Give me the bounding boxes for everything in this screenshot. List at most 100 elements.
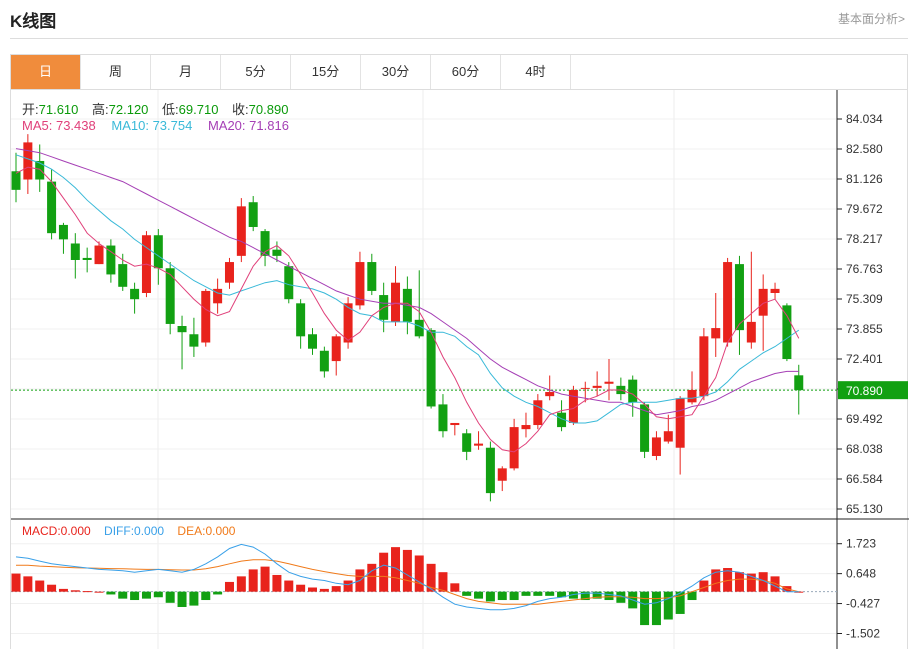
tab-4hour[interactable]: 4时 [501, 55, 571, 89]
candle-body [296, 303, 306, 337]
dea-value: 0.000 [205, 524, 236, 538]
candle-body [260, 231, 270, 256]
candle-body [343, 303, 353, 343]
macd-bar [497, 591, 507, 601]
candle-body [568, 389, 578, 423]
candle-body [723, 262, 733, 343]
tab-5min[interactable]: 5分 [221, 55, 291, 89]
open-label: 开: [22, 102, 39, 117]
candle-body [462, 433, 472, 452]
candle-body [331, 336, 341, 362]
macd-bar [699, 580, 709, 592]
candle-body [746, 321, 756, 343]
candle-body [367, 262, 377, 291]
macd-bar [711, 569, 721, 592]
macd-bar [153, 591, 163, 598]
macd-value: 0.000 [60, 524, 91, 538]
macd-bar [141, 591, 151, 599]
tab-month[interactable]: 月 [151, 55, 221, 89]
y-tick-label: 65.130 [846, 502, 883, 516]
candle-body [557, 412, 567, 428]
macd-bar [308, 587, 317, 592]
candle-body [770, 288, 780, 293]
tab-60min[interactable]: 60分 [431, 55, 501, 89]
candle-body [47, 181, 57, 234]
candle-body [23, 142, 33, 180]
candle-body [272, 249, 282, 256]
macd-bar [687, 591, 697, 601]
macd-bar [47, 584, 57, 592]
macd-bar [450, 583, 460, 592]
ma20-label: MA20: [207, 118, 246, 133]
macd-bar [592, 591, 602, 599]
open-value: 71.610 [38, 102, 79, 117]
tab-week[interactable]: 周 [81, 55, 151, 89]
y-tick-label: 69.492 [846, 412, 883, 426]
candle-body [734, 264, 744, 331]
candle-body [497, 468, 507, 481]
macd-bar [248, 569, 258, 592]
candle-body [308, 334, 317, 349]
dea-line [16, 559, 799, 605]
macd-y-tick-label: -0.427 [846, 597, 880, 611]
y-tick-label: 81.126 [846, 172, 883, 186]
macd-bar [758, 572, 768, 592]
candle-body [284, 266, 294, 300]
macd-bar [402, 549, 412, 592]
macd-label: MACD: [22, 524, 61, 538]
macd-bar [82, 591, 92, 593]
candle-body [58, 224, 68, 240]
tab-30min[interactable]: 30分 [361, 55, 431, 89]
macd-bar [533, 591, 543, 596]
macd-bar [521, 591, 531, 596]
kline-chart[interactable]: 84.034 82.580 81.126 79.672 78.217 76.763 75.3… [11, 90, 909, 649]
macd-bar [557, 591, 567, 598]
macd-bar [604, 591, 614, 601]
ma5-label: MA5: [22, 118, 53, 133]
candle-body [118, 264, 128, 287]
macd-bar [260, 566, 270, 592]
macd-bar [165, 591, 175, 603]
macd-bar [651, 591, 661, 626]
candle-body [509, 427, 519, 469]
candle-body [70, 243, 80, 260]
fundamental-analysis-link[interactable]: 基本面分析> [837, 12, 905, 26]
candle-body [438, 404, 448, 432]
candle-body [106, 245, 116, 275]
candle-body [580, 387, 590, 389]
tab-15min[interactable]: 15分 [291, 55, 361, 89]
candle-body [177, 326, 187, 333]
y-tick-label: 73.855 [846, 322, 883, 336]
candle-body [485, 447, 495, 494]
candle-body [391, 282, 401, 322]
macd-bar [474, 591, 484, 599]
macd-bar [94, 591, 104, 593]
y-tick-label: 79.672 [846, 202, 883, 216]
macd-bar [118, 591, 128, 599]
candle-body [224, 262, 234, 283]
candle-body [35, 160, 45, 180]
close-value: 70.890 [248, 102, 289, 117]
candle-body [640, 404, 650, 452]
candle-body [545, 392, 555, 397]
y-tick-label: 78.217 [846, 232, 883, 246]
macd-bar [35, 580, 45, 592]
tab-day[interactable]: 日 [11, 55, 81, 89]
ma5-line [15, 166, 800, 453]
macd-bar [58, 588, 68, 592]
candle-body [213, 288, 223, 304]
macd-bar [485, 591, 495, 602]
macd-bar [414, 555, 424, 592]
dea-label: DEA: [177, 524, 206, 538]
macd-y-tick-label: 1.723 [846, 537, 876, 551]
candle-body [758, 288, 768, 316]
candle-body [521, 425, 531, 430]
close-label: 收: [232, 102, 249, 117]
candle-body [355, 262, 365, 306]
macd-bar [213, 591, 223, 595]
macd-bar [379, 552, 389, 592]
macd-bar [616, 591, 626, 603]
macd-bar [438, 572, 448, 592]
ma10-value: 73.754 [152, 118, 193, 133]
candle-body [236, 206, 246, 256]
